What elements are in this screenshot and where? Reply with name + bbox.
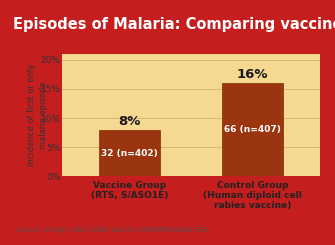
Bar xyxy=(222,83,283,176)
Text: 32 (n=402): 32 (n=402) xyxy=(101,148,158,158)
Text: Source: N Engl J Med. 2008; doi:10.1056/NEJMoa0807381: Source: N Engl J Med. 2008; doi:10.1056/… xyxy=(16,227,208,233)
Y-axis label: Incidence of first or only
malaria episode: Incidence of first or only malaria episo… xyxy=(27,64,48,166)
Text: 16%: 16% xyxy=(237,68,268,81)
Text: Episodes of Malaria: Comparing vaccines: Episodes of Malaria: Comparing vaccines xyxy=(13,17,335,32)
Bar xyxy=(99,130,160,176)
Text: 66 (n=407): 66 (n=407) xyxy=(224,125,281,134)
Text: 8%: 8% xyxy=(118,115,141,128)
